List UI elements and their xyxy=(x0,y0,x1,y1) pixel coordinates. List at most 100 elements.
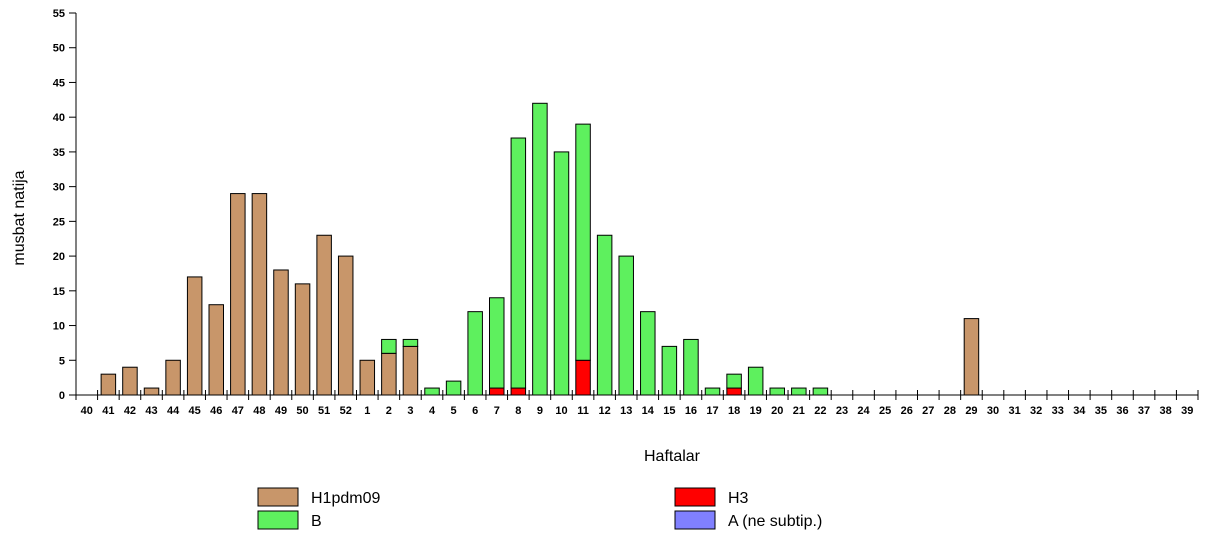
x-tick-label: 46 xyxy=(210,405,222,417)
x-tick-label: 35 xyxy=(1095,405,1107,417)
x-tick-label: 34 xyxy=(1073,405,1086,417)
y-tick-label: 50 xyxy=(53,43,65,55)
bar-segment xyxy=(381,352,397,396)
bar-segment xyxy=(532,102,548,396)
y-tick-label: 0 xyxy=(59,390,65,402)
bar-segment xyxy=(812,387,829,396)
x-tick-label: 48 xyxy=(253,405,265,417)
bar-segment xyxy=(294,283,311,396)
y-tick-label: 15 xyxy=(53,286,65,298)
legend-label: A (ne subtip.) xyxy=(728,513,822,530)
x-tick-label: 15 xyxy=(663,405,675,417)
x-tick-label: 36 xyxy=(1116,405,1128,417)
y-tick-label: 25 xyxy=(53,216,65,228)
x-tick-label: 16 xyxy=(685,405,697,417)
bar-segment xyxy=(445,380,462,396)
x-axis-title: Haftalar xyxy=(644,448,701,465)
x-tick-label: 32 xyxy=(1030,405,1042,417)
bars-layer xyxy=(100,102,980,396)
x-tick-label: 14 xyxy=(642,405,655,417)
x-tick-label: 13 xyxy=(620,405,632,417)
x-tick-label: 33 xyxy=(1052,405,1064,417)
bar-segment xyxy=(683,338,699,396)
legend-swatch xyxy=(674,510,716,530)
x-tick-label: 3 xyxy=(407,405,413,417)
x-tick-label: 40 xyxy=(81,405,93,417)
x-tick-label: 22 xyxy=(814,405,826,417)
x-tick-label: 31 xyxy=(1008,405,1020,417)
x-tick-label: 30 xyxy=(987,405,999,417)
bar-segment xyxy=(553,151,570,396)
bar-segment xyxy=(402,345,419,396)
x-tick-label: 38 xyxy=(1160,405,1172,417)
bar-segment xyxy=(510,387,527,396)
bar-segment xyxy=(747,366,764,396)
y-tick-label: 20 xyxy=(53,251,65,263)
x-tick-label: 12 xyxy=(599,405,611,417)
x-tick-label: 26 xyxy=(901,405,913,417)
bar-segment xyxy=(704,387,721,396)
x-tick-label: 8 xyxy=(515,405,521,417)
legend-swatch xyxy=(674,487,716,507)
bar-segment xyxy=(575,123,591,361)
y-tick-label: 30 xyxy=(53,182,65,194)
legend: H1pdm09 H3 B A (ne subtip.) xyxy=(257,487,822,530)
bar-segment xyxy=(769,387,785,396)
x-tick-label: 25 xyxy=(879,405,891,417)
y-axis-ticks: 0 5 10 15 20 25 30 35 40 45 50 55 xyxy=(53,8,76,402)
y-axis-title: musbat natija xyxy=(11,170,28,265)
x-tick-label: 18 xyxy=(728,405,740,417)
x-tick-label: 6 xyxy=(472,405,478,417)
x-tick-label: 24 xyxy=(857,405,870,417)
x-tick-label: 27 xyxy=(922,405,934,417)
x-tick-label: 44 xyxy=(167,405,180,417)
bar-segment xyxy=(165,359,181,396)
bar-segment xyxy=(381,338,397,354)
bar-segment xyxy=(963,318,980,396)
x-tick-label: 11 xyxy=(577,405,589,417)
x-tick-label: 2 xyxy=(386,405,392,417)
bar-segment xyxy=(510,137,527,389)
x-tick-label: 39 xyxy=(1181,405,1193,417)
bar-segment xyxy=(273,269,289,396)
x-tick-label: 45 xyxy=(189,405,201,417)
x-tick-label: 20 xyxy=(771,405,783,417)
y-tick-label: 5 xyxy=(59,355,65,367)
bar-segment xyxy=(489,297,505,389)
x-tick-label: 10 xyxy=(555,405,567,417)
x-tick-label: 23 xyxy=(836,405,848,417)
bar-segment xyxy=(402,338,419,347)
bar-segment xyxy=(186,276,203,396)
x-tick-label: 43 xyxy=(145,405,157,417)
bar-segment xyxy=(143,387,160,396)
bar-segment xyxy=(100,373,117,396)
legend-swatch xyxy=(257,487,299,507)
y-tick-label: 55 xyxy=(53,8,65,20)
bar-segment xyxy=(489,387,505,396)
x-tick-label: 41 xyxy=(102,405,114,417)
bar-segment xyxy=(230,193,246,396)
legend-swatch xyxy=(257,510,299,530)
bar-segment xyxy=(208,304,224,396)
bar-segment xyxy=(791,387,807,396)
bar-segment xyxy=(726,373,742,389)
bar-segment xyxy=(618,255,634,396)
y-tick-label: 10 xyxy=(53,321,65,333)
bar-segment xyxy=(726,387,742,396)
x-tick-label: 1 xyxy=(364,405,370,417)
bar-segment xyxy=(337,255,354,396)
legend-label: H1pdm09 xyxy=(311,490,380,507)
bar-segment xyxy=(251,193,268,396)
bar-segment xyxy=(424,387,440,396)
y-tick-label: 35 xyxy=(53,147,65,159)
x-tick-label: 37 xyxy=(1138,405,1150,417)
bar-segment xyxy=(596,234,613,396)
x-tick-label: 7 xyxy=(494,405,500,417)
x-tick-label: 17 xyxy=(706,405,718,417)
y-tick-label: 40 xyxy=(53,112,65,124)
x-tick-label: 52 xyxy=(340,405,352,417)
x-tick-label: 19 xyxy=(750,405,762,417)
bar-segment xyxy=(359,359,376,396)
x-tick-label: 9 xyxy=(537,405,543,417)
